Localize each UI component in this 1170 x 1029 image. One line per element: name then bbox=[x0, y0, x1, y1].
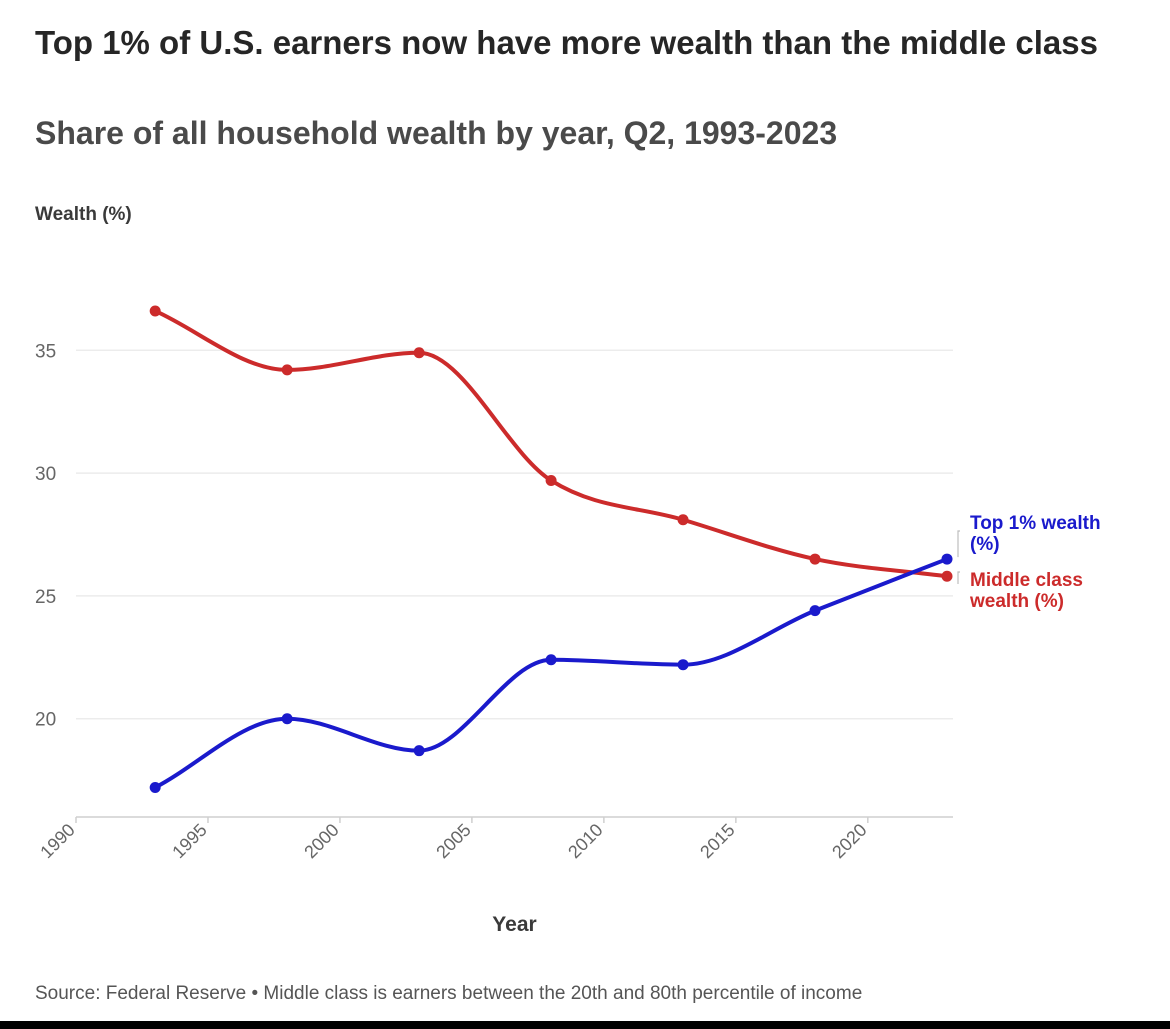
top-1pct-point-1993 bbox=[149, 782, 161, 794]
series-points bbox=[149, 305, 953, 794]
middle-class-point-2008 bbox=[545, 474, 557, 486]
top-1pct-series-label: Top 1% wealth (%) bbox=[970, 513, 1101, 555]
middle-class-point-2018 bbox=[809, 553, 821, 565]
middle-class-point-2023 bbox=[941, 570, 953, 582]
middle-class-point-1993 bbox=[149, 305, 161, 317]
middle-class-point-2003 bbox=[413, 347, 425, 359]
y-axis-label: Wealth (%) bbox=[35, 204, 132, 225]
top-1pct-point-1998 bbox=[281, 713, 293, 725]
top-1pct-series-label-line-2: (%) bbox=[970, 534, 1000, 555]
middle-class-label-connector bbox=[957, 571, 960, 584]
x-tick-label-2005: 2005 bbox=[432, 820, 474, 862]
series-labels: Middle class wealth (%) Top 1% wealth (%) bbox=[957, 513, 1101, 612]
middle-class-series-label-line-1: Middle class bbox=[970, 570, 1083, 591]
top-1pct-point-2023 bbox=[941, 553, 953, 565]
middle-class-point-1998 bbox=[281, 364, 293, 376]
x-tick-label-1990: 1990 bbox=[36, 820, 78, 862]
x-tick-label-2010: 2010 bbox=[564, 820, 606, 862]
top-1pct-series-label-line-1: Top 1% wealth bbox=[970, 513, 1101, 534]
grid-lines bbox=[76, 349, 953, 720]
y-axis-ticks: 20 25 30 35 bbox=[35, 341, 56, 730]
x-tick-label-2020: 2020 bbox=[828, 820, 870, 862]
series-lines bbox=[153, 308, 949, 790]
x-axis-ticks: 1990 1995 2000 2005 2010 2015 2020 bbox=[36, 817, 871, 862]
top-1pct-point-2018 bbox=[809, 605, 821, 617]
top-1pct-point-2013 bbox=[677, 659, 689, 671]
chart-title: Top 1% of U.S. earners now have more wea… bbox=[35, 24, 1098, 61]
top-1pct-point-2008 bbox=[545, 654, 557, 666]
x-axis-label: Year bbox=[492, 913, 536, 936]
middle-class-point-2013 bbox=[677, 514, 689, 526]
top-1pct-line bbox=[153, 557, 949, 790]
top-1pct-label-connector bbox=[957, 530, 960, 558]
y-tick-label-35: 35 bbox=[35, 341, 56, 362]
middle-class-series-label-line-2: wealth (%) bbox=[969, 591, 1064, 612]
y-tick-label-20: 20 bbox=[35, 710, 56, 731]
y-tick-label-30: 30 bbox=[35, 464, 56, 485]
y-tick-label-25: 25 bbox=[35, 587, 56, 608]
x-tick-label-1995: 1995 bbox=[168, 820, 210, 862]
middle-class-series-label: Middle class wealth (%) bbox=[969, 570, 1083, 612]
x-tick-label-2000: 2000 bbox=[300, 820, 342, 862]
top-1pct-point-2003 bbox=[413, 745, 425, 757]
chart-subtitle: Share of all household wealth by year, Q… bbox=[35, 115, 838, 151]
x-tick-label-2015: 2015 bbox=[696, 820, 738, 862]
bottom-border bbox=[0, 1021, 1170, 1029]
source-note: Source: Federal Reserve • Middle class i… bbox=[35, 983, 863, 1004]
